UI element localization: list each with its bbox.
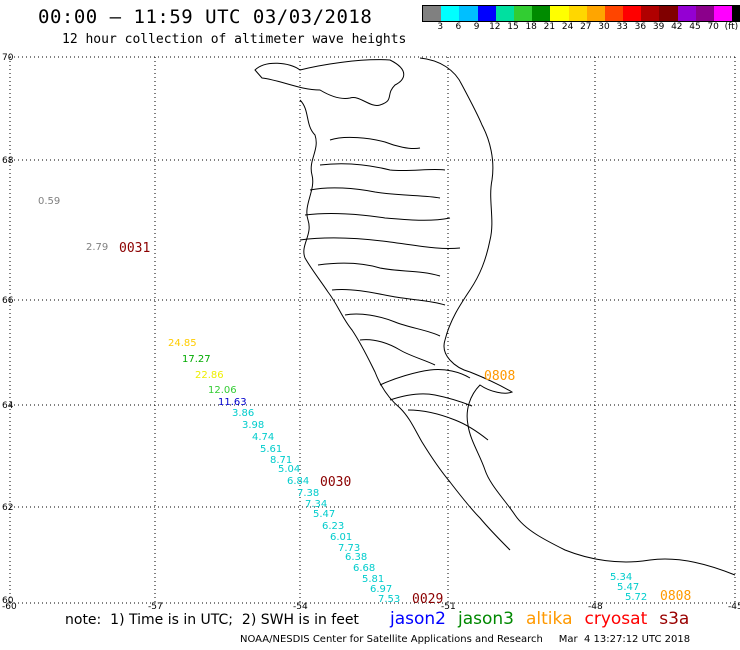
wave-height-label: 3.86 bbox=[232, 408, 254, 419]
satellite-legend-item: jason2 bbox=[390, 609, 446, 629]
wave-height-label: 7.73 bbox=[338, 543, 360, 554]
color-scale-label: (ft) bbox=[724, 22, 739, 32]
latitude-label: 70 bbox=[2, 53, 14, 63]
latitude-label: 66 bbox=[2, 296, 14, 306]
wave-height-label: 7.53 bbox=[378, 594, 400, 605]
wave-height-label: 5.61 bbox=[260, 444, 282, 455]
color-swatch bbox=[604, 6, 624, 21]
satellite-legend: jason2 jason3 altika cryosat s3a bbox=[390, 609, 701, 629]
wave-height-label: 5.04 bbox=[278, 464, 300, 475]
wave-height-label: 6.23 bbox=[322, 521, 344, 532]
satellite-legend-item: cryosat bbox=[584, 609, 648, 629]
wave-height-label: 6.38 bbox=[345, 552, 367, 563]
pass-time-label: 0808 bbox=[484, 369, 515, 384]
color-scale-label: 70 bbox=[707, 22, 719, 32]
color-swatch bbox=[513, 6, 533, 21]
color-scale-labels: 3 6 9 12 15 18 21 24 27 30 33 36 39 42 45 70 (ft) bbox=[422, 22, 738, 34]
longitude-label: -57 bbox=[148, 602, 163, 612]
longitude-label: -60 bbox=[2, 602, 17, 612]
satellite-legend-item: altika bbox=[526, 609, 573, 629]
pass-time-label: 0029 bbox=[412, 592, 443, 607]
color-scale-label: 27 bbox=[580, 22, 592, 32]
wave-height-label: 5.81 bbox=[362, 574, 384, 585]
longitude-label: -45 bbox=[728, 602, 740, 612]
wave-height-label: 5.34 bbox=[610, 572, 632, 583]
wave-height-label: 7.38 bbox=[297, 488, 319, 499]
satellite-legend-item: jason3 bbox=[458, 609, 514, 629]
color-scale-label: 18 bbox=[525, 22, 537, 32]
wave-height-label: 6.68 bbox=[353, 563, 375, 574]
color-swatch bbox=[695, 6, 714, 21]
longitude-label: -54 bbox=[293, 602, 308, 612]
latitude-label: 62 bbox=[2, 503, 13, 513]
color-swatch bbox=[423, 6, 442, 21]
latitude-label: 68 bbox=[2, 156, 14, 166]
greenland-coastline bbox=[254, 57, 736, 576]
satellite-legend-item: s3a bbox=[659, 609, 690, 629]
longitude-label: -48 bbox=[588, 602, 603, 612]
pass-time-label: 0030 bbox=[320, 475, 351, 490]
color-scale-label: 12 bbox=[489, 22, 501, 32]
color-scale-label: 6 bbox=[455, 22, 462, 32]
color-swatch bbox=[659, 6, 678, 21]
color-swatch bbox=[568, 6, 587, 21]
color-scale-label: 39 bbox=[652, 22, 665, 32]
wave-height-label: 12.06 bbox=[208, 385, 237, 396]
latitude-label: 64 bbox=[2, 401, 14, 411]
wave-height-label: 6.97 bbox=[370, 584, 392, 595]
color-swatch bbox=[550, 6, 569, 21]
color-scale-label: 21 bbox=[543, 22, 556, 32]
color-swatch bbox=[641, 6, 660, 21]
color-swatch bbox=[532, 6, 551, 21]
wave-height-label: 0.59 bbox=[38, 196, 60, 207]
wave-height-label: 5.47 bbox=[313, 509, 335, 520]
color-scale-label: 33 bbox=[616, 22, 628, 32]
wave-height-label: 3.98 bbox=[242, 420, 264, 431]
wave-height-label: 2.79 bbox=[86, 242, 108, 253]
color-swatch bbox=[677, 6, 696, 21]
color-scale-label: 42 bbox=[671, 22, 683, 32]
pass-time-label: 0808 bbox=[660, 589, 691, 604]
wave-height-label: 17.27 bbox=[182, 354, 211, 365]
wave-height-label: 4.74 bbox=[252, 432, 274, 443]
footer-credit: NOAA/NESDIS Center for Satellite Applica… bbox=[240, 634, 691, 645]
wave-height-label: 5.47 bbox=[617, 582, 639, 593]
longitude-label: -51 bbox=[441, 602, 456, 612]
color-scale-label: 9 bbox=[473, 22, 480, 32]
color-scale-label: 24 bbox=[561, 22, 574, 32]
graticule-grid: 70 68 66 64 62 60-60 -57 -54 -51 -48 -45 bbox=[2, 53, 740, 612]
wave-height-label: 24.85 bbox=[168, 338, 197, 349]
color-swatch bbox=[459, 6, 478, 21]
color-swatch bbox=[441, 6, 460, 21]
wave-height-label: 8.71 bbox=[270, 455, 292, 466]
latitude-label: 60 bbox=[2, 596, 14, 606]
wave-height-label: 7.34 bbox=[305, 499, 327, 510]
wave-height-label: 11.63 bbox=[218, 397, 247, 408]
wave-height-label: 6.01 bbox=[330, 532, 352, 543]
color-scale-label: 3 bbox=[437, 22, 444, 32]
color-scale-label: 30 bbox=[598, 22, 610, 32]
wave-height-label: 6.84 bbox=[287, 476, 309, 487]
pass-time-label: 0031 bbox=[119, 241, 150, 256]
footer-note: note: 1) Time is in UTC; 2) SWH is in fe… bbox=[65, 612, 359, 628]
color-swatch bbox=[495, 6, 514, 21]
color-scale-bar bbox=[422, 5, 740, 22]
color-swatch bbox=[732, 6, 740, 21]
color-swatch bbox=[714, 6, 733, 21]
map-title: 00:00 – 11:59 UTC 03/03/2018 bbox=[38, 6, 373, 28]
color-scale-label: 15 bbox=[507, 22, 519, 32]
wave-height-label: 22.86 bbox=[195, 370, 224, 381]
color-swatch bbox=[623, 6, 642, 21]
color-swatch bbox=[477, 6, 496, 21]
map-subtitle: 12 hour collection of altimeter wave hei… bbox=[62, 32, 407, 47]
color-swatch bbox=[586, 6, 605, 21]
color-scale-label: 45 bbox=[689, 22, 701, 32]
wave-height-label: 5.72 bbox=[625, 592, 647, 603]
color-scale-label: 36 bbox=[634, 22, 647, 32]
